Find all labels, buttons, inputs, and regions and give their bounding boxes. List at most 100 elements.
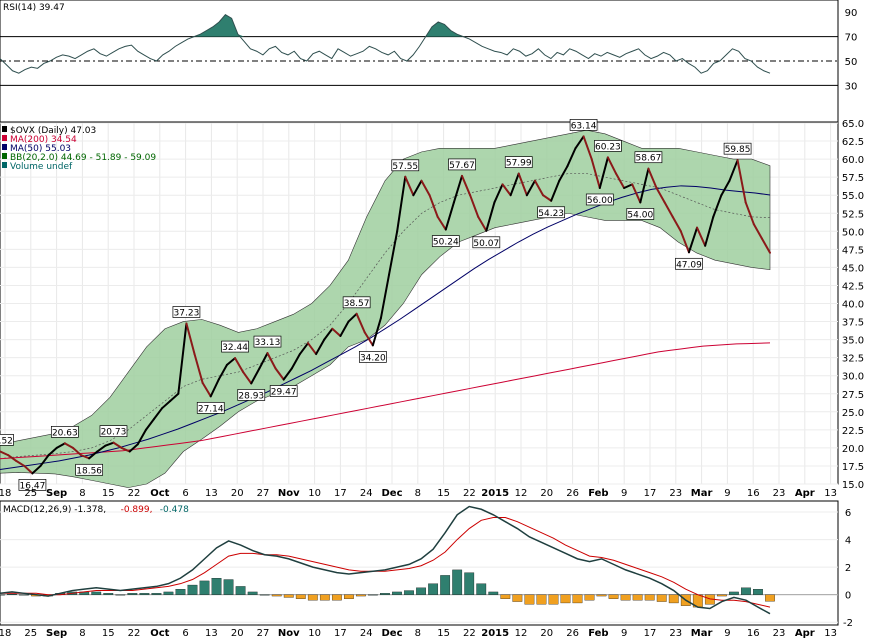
price-annotation-box <box>196 401 225 414</box>
ovx-segment <box>501 183 512 197</box>
x-tick-label: 27 <box>257 488 270 499</box>
x-tick-label: 23 <box>669 628 682 639</box>
price-annotation: 47.09 <box>676 260 702 270</box>
ovx-segment <box>23 464 34 475</box>
ovx-segment <box>631 183 642 204</box>
x-tick-label: 12 <box>515 488 528 499</box>
price-annotation-box <box>472 236 501 249</box>
macd-ytick: -2 <box>843 618 853 629</box>
macd-histogram-bar <box>608 594 619 599</box>
x-tick-label: 27 <box>257 628 270 639</box>
ovx-segment <box>558 165 569 182</box>
legend-swatch <box>2 135 7 141</box>
ovx-segment <box>542 194 553 202</box>
ovx-segment <box>404 175 415 197</box>
ovx-segment <box>655 186 666 204</box>
x-tick-label: 17 <box>644 628 657 639</box>
ovx-segment <box>671 215 682 233</box>
x-tick-label: 22 <box>128 488 141 499</box>
macd-histogram-bar <box>223 579 234 595</box>
ovx-segment <box>0 450 10 457</box>
x-tick-label: 23 <box>773 488 786 499</box>
ovx-segment <box>533 179 545 197</box>
price-ytick: 37.5 <box>842 318 864 329</box>
ovx-segment <box>582 135 593 161</box>
price-annotation: 54.23 <box>538 209 564 219</box>
price-annotation: 19.52 <box>0 436 13 446</box>
price-ytick: 32.5 <box>842 354 864 365</box>
ovx-segment <box>720 179 731 197</box>
price-annotation-box <box>99 425 128 437</box>
price-annotation: 56.00 <box>587 196 613 206</box>
x-tick-label: 9 <box>621 488 627 499</box>
macd-ytick: 0 <box>845 591 851 602</box>
macd-histogram-bar <box>416 587 426 595</box>
price-annotation-box <box>50 426 79 438</box>
ovx-segment <box>274 367 285 381</box>
price-annotation-box <box>358 351 387 363</box>
price-ytick: 47.5 <box>842 245 864 256</box>
price-annotation-box <box>569 119 598 131</box>
ovx-segment <box>623 183 634 189</box>
price-legend-entry: Volume undef <box>10 162 73 172</box>
x-tick-label: 10 <box>308 488 321 499</box>
price-ytick: 35.0 <box>842 336 864 347</box>
macd-histogram-bar <box>151 593 162 595</box>
macd-histogram-bar <box>656 594 667 602</box>
macd-histogram-bar <box>295 594 306 599</box>
rsi-ytick: 90 <box>845 8 858 19</box>
x-tick-label: 2015 <box>481 488 509 499</box>
ovx-segment <box>696 226 707 247</box>
x-axis-bottom: 18 25 Sep 8 15 22 Oct 6 13 20 27 Nov 10 17 24 Dec 8 15 22 2… <box>0 628 837 639</box>
macd-histogram-bar <box>440 575 451 595</box>
price-annotation-box <box>537 206 566 219</box>
x-tick-label: Apr <box>795 488 815 499</box>
price-annotation-box <box>391 159 420 172</box>
ovx-segment <box>679 230 690 254</box>
price-ytick: 52.5 <box>842 209 864 220</box>
price-annotation-box <box>0 434 14 446</box>
price-annotation-box <box>431 235 460 247</box>
ovx-segment <box>217 363 228 381</box>
macd-histogram-bar <box>524 594 535 605</box>
macd-histogram-bar <box>741 587 751 595</box>
price-panel: 19.52 16.47 20.63 18.56 20.73 37.23 27.14 32.44… <box>0 119 864 491</box>
ovx-segment <box>760 237 771 254</box>
macd-histogram-bar <box>765 594 775 602</box>
ovx-segment <box>144 418 155 431</box>
legend-swatch <box>2 162 7 168</box>
price-annotation: 60.23 <box>595 142 621 152</box>
ovx-segment <box>15 459 26 467</box>
price-annotation-box <box>634 151 663 164</box>
ovx-segment <box>371 316 382 347</box>
ovx-segment <box>388 230 399 276</box>
ovx-segment <box>525 179 536 197</box>
price-annotation-box <box>585 193 614 206</box>
ovx-segment <box>31 464 42 475</box>
ovx-segment <box>444 201 455 231</box>
macd-histogram-bar <box>428 583 439 595</box>
x-tick-label: 9 <box>621 628 627 639</box>
price-ytick: 17.5 <box>842 462 864 473</box>
macd-histogram-bar <box>139 593 150 595</box>
x-tick-label: 18 <box>0 628 11 639</box>
price-annotation: 54.00 <box>627 210 653 220</box>
price-annotation: 16.47 <box>20 481 46 491</box>
x-tick-label: 13 <box>824 488 837 499</box>
price-annotation: 28.93 <box>238 391 264 401</box>
price-ytick: 62.5 <box>842 137 864 148</box>
price-ytick: 50.0 <box>842 227 864 238</box>
price-legend-entry: BB(20,2.0) 44.69 - 51.89 - 59.09 <box>10 153 156 163</box>
macd-histogram-bar <box>596 594 607 597</box>
price-annotation-box <box>75 463 104 476</box>
ovx-segment <box>355 312 366 334</box>
price-annotation: 20.73 <box>101 428 127 438</box>
price-annotation: 58.67 <box>636 154 662 164</box>
macd-panel: -2 0 2 4 6 MACD(12,26,9) -1.378, -0.899, -0.47… <box>0 500 853 629</box>
x-tick-label: Dec <box>381 488 402 499</box>
macd-histogram-bar <box>199 580 210 595</box>
x-tick-label: Feb <box>588 628 608 639</box>
price-annotation-box <box>448 158 476 171</box>
macd-histogram-bar <box>644 594 655 601</box>
x-tick-label: 20 <box>231 488 244 499</box>
